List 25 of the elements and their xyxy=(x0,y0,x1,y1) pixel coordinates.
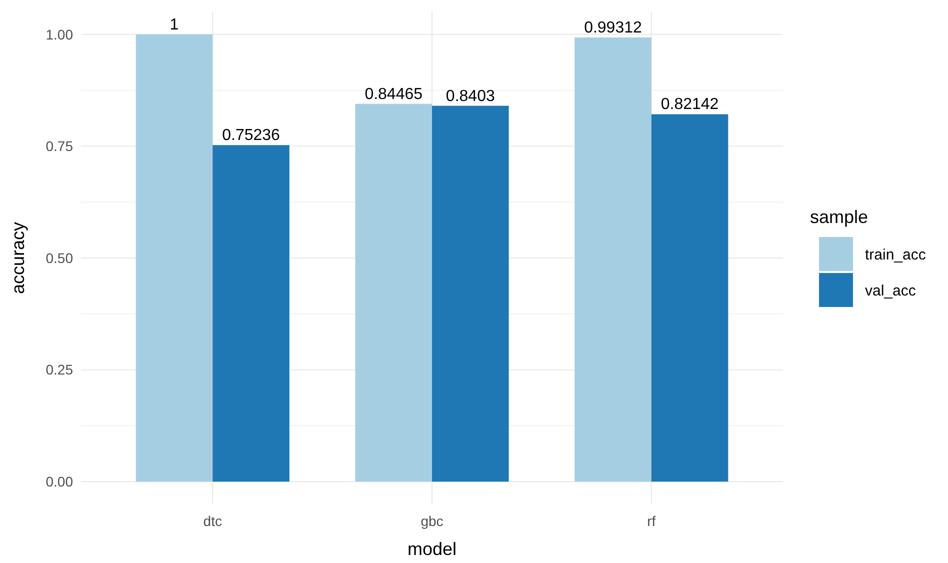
data-label: 0.75236 xyxy=(222,127,280,144)
y-tick-label: 1.00 xyxy=(46,26,74,42)
y-tick-label: 0.75 xyxy=(46,138,74,154)
x-tick-label: rf xyxy=(647,513,656,529)
bar xyxy=(574,37,652,482)
x-tick-label: gbc xyxy=(420,513,444,529)
legend-title: sample xyxy=(810,207,868,227)
data-label: 1 xyxy=(170,16,179,34)
x-tick-label: dtc xyxy=(203,513,222,529)
data-label: 0.99312 xyxy=(584,19,642,36)
bar xyxy=(651,114,728,482)
y-tick-label: 0.50 xyxy=(46,250,74,266)
data-label: 0.84465 xyxy=(364,86,423,103)
legend-label: val_acc xyxy=(865,282,916,300)
bar xyxy=(136,34,213,482)
data-label: 0.8403 xyxy=(446,88,495,105)
bar xyxy=(355,104,432,482)
y-tick-label: 0.25 xyxy=(46,362,74,378)
data-label: 0.82142 xyxy=(660,96,719,114)
y-axis-title: accuracy xyxy=(8,222,28,294)
legend-label: train_acc xyxy=(865,246,926,264)
bar xyxy=(212,145,290,482)
x-axis-title: model xyxy=(407,539,457,559)
y-tick-label: 0.00 xyxy=(46,474,74,490)
bar xyxy=(432,106,509,482)
